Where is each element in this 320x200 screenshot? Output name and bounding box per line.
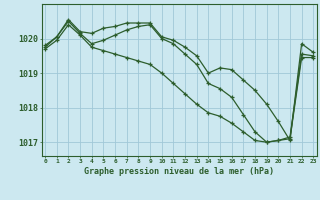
X-axis label: Graphe pression niveau de la mer (hPa): Graphe pression niveau de la mer (hPa) [84, 167, 274, 176]
